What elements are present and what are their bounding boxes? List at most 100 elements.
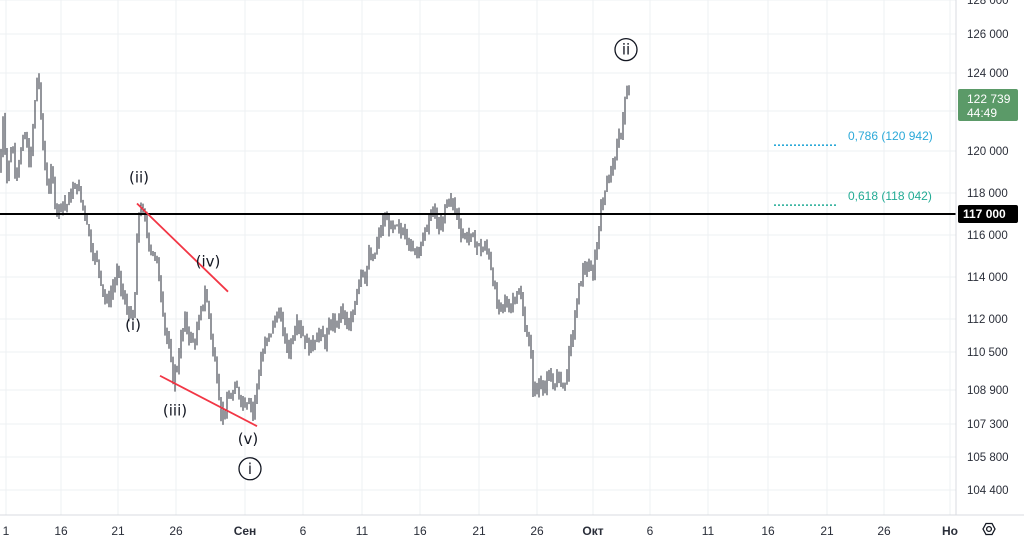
candle-body [316,336,318,342]
candle-body [178,356,180,369]
candle-body [556,374,558,386]
circled-wave-marker [238,457,262,481]
candle-body [222,409,224,418]
candle-body [270,333,272,335]
candle-body [494,284,496,288]
candle-body [90,233,92,250]
candle-body [20,149,22,164]
candle-body [264,342,266,353]
candle-body [166,329,168,339]
candle-body [2,119,4,154]
candle-body [308,339,310,353]
bar-countdown: 44:49 [967,106,997,120]
candle-body [328,324,330,333]
candle-body [80,186,82,201]
candle-body [82,200,84,208]
candle-body [370,252,372,260]
candle-body [486,244,488,251]
candle-body [362,270,364,277]
candle-body [462,234,464,236]
price-axis-tick: 107 300 [967,419,1009,431]
candle-body [234,387,236,393]
candle-body [624,98,626,119]
last-price-value: 122 739 [967,92,1011,106]
time-axis-tick: 11 [356,524,369,538]
candle-body [578,285,580,299]
time-axis-tick: 11 [702,524,715,538]
circled-wave-label: i [248,460,252,478]
candle-body [476,243,478,248]
candle-body [110,292,112,302]
candle-body [378,233,380,242]
candle-body [6,150,8,178]
time-axis-tick: Но [942,524,958,538]
settings-icon [982,522,996,536]
candle-body [42,116,44,145]
candle-body [284,332,286,337]
wave-label: (v) [238,430,259,448]
candle-body [122,288,124,297]
candle-body [208,302,210,316]
candle-body [86,214,88,225]
candle-body [278,313,280,318]
candle-body [266,338,268,343]
fib-level-label: 0,786 (120 942) [848,129,933,143]
candle-body [130,311,132,318]
candle-body [488,250,490,257]
candle-body [478,243,480,245]
candle-body [210,315,212,336]
candle-body [384,219,386,221]
candle-body [108,297,110,302]
candle-body [224,409,226,413]
candle-body [514,299,516,301]
price-axis-tick: 128 000 [967,0,1009,7]
candle-body [400,227,402,234]
candle-body [94,255,96,258]
candle-body [112,286,114,293]
candle-body [454,203,456,210]
candle-body [172,358,174,384]
candle-body [552,381,554,384]
candle-body [416,248,418,254]
candle-body [44,144,46,169]
candle-body [312,339,314,347]
time-axis-tick: 6 [647,524,654,538]
time-axis-tick: 21 [472,524,486,538]
candle-body [508,305,510,311]
candle-body [184,316,186,330]
candle-body [538,386,540,393]
time-axis-tick: Сен [234,524,257,538]
candle-body [518,292,520,294]
candle-body [338,319,340,321]
candle-body [170,345,172,359]
candle-body [216,360,218,380]
candle-body [566,375,568,383]
wave-label: (iv) [196,253,221,271]
time-axis-tick: 6 [300,524,307,538]
candle-body [198,318,200,330]
candle-body [18,163,20,174]
candle-body [186,316,188,330]
candle-body [148,233,150,248]
candle-body [40,84,42,117]
candle-body [60,206,62,208]
candle-body [306,339,308,343]
price-axis-tick: 124 000 [967,68,1009,80]
candle-body [460,224,462,236]
chart-settings-button[interactable] [974,518,1004,540]
candle-body [582,268,584,282]
candle-body [588,266,590,272]
candle-body [534,384,536,390]
candle-body [320,331,322,334]
candle-body [70,194,72,198]
candle-body [92,249,94,258]
candle-body [12,149,14,153]
candle-body [100,271,102,285]
candle-body [298,322,300,327]
candle-body [560,373,562,386]
drawings: 0,786 (120 942) 0,618 (118 042) [0,129,956,427]
candle-body [450,199,452,201]
candle-body [294,330,296,339]
